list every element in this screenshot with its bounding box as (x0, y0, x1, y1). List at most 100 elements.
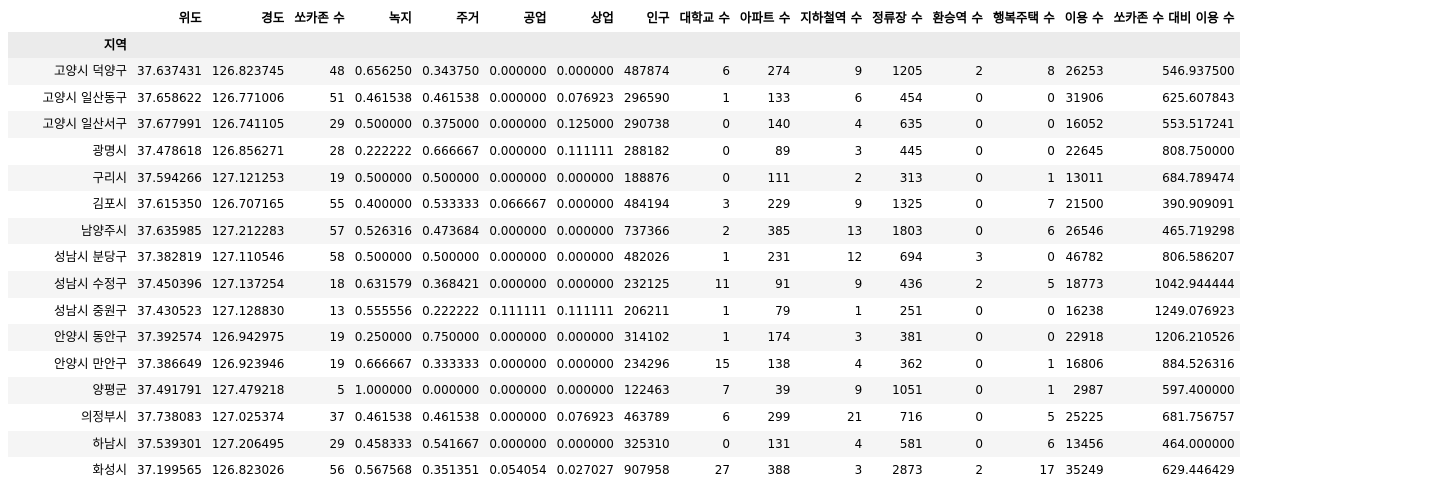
table-header: 위도 경도 쏘카존 수 녹지 주거 공업 상업 인구 대학교 수 아파트 수 지하철역 수 정류장 수… (8, 5, 1240, 59)
row-label: 성남시 중원구 (54, 302, 127, 318)
table-cell: 26546 (1065, 223, 1104, 238)
dataframe-container: 위도 경도 쏘카존 수 녹지 주거 공업 상업 인구 대학교 수 아파트 수 지하철역 수 정류장 수… (8, 5, 1240, 484)
table-cell: 385 (767, 223, 791, 238)
table-cell: 1206.210526 (1154, 330, 1235, 345)
table-cell: 13 (846, 223, 863, 238)
table-cell: 314102 (623, 330, 670, 345)
table-cell: 0 (1047, 330, 1055, 345)
index-row-blank-cell (867, 31, 928, 59)
table-cell: 0 (722, 117, 731, 132)
table-cell: 21 (846, 409, 863, 424)
table-cell: 21500 (1065, 197, 1104, 212)
table-cell: 0.666667 (354, 356, 413, 371)
table-cell: 126.823026 (211, 463, 285, 478)
index-row-blank-cell (349, 31, 418, 59)
table-cell: 48 (329, 64, 345, 79)
index-row-blank-cell (417, 31, 485, 59)
table-cell: 1.000000 (354, 383, 413, 398)
table-cell: 11 (714, 276, 731, 291)
table-cell: 0 (975, 223, 983, 238)
table-cell: 9 (854, 383, 863, 398)
row-label: 성남시 수정구 (54, 275, 127, 291)
table-cell: 7 (722, 383, 731, 398)
column-header: 경도 (261, 10, 285, 25)
table-cell: 122463 (623, 383, 670, 398)
table-cell: 0 (1047, 143, 1055, 158)
table-cell: 12 (846, 250, 863, 265)
table-cell: 126.707165 (211, 197, 285, 212)
table-cell: 296590 (623, 90, 670, 105)
table-cell: 0.000000 (556, 276, 614, 291)
table-cell: 0.400000 (354, 197, 413, 212)
table-cell: 37.392574 (137, 330, 202, 345)
table-cell: 1 (722, 250, 731, 265)
table-cell: 325310 (623, 436, 670, 451)
table-cell: 5 (337, 383, 345, 398)
table-cell: 19 (329, 356, 345, 371)
table-cell: 2 (722, 223, 731, 238)
table-cell: 37.615350 (137, 197, 202, 212)
table-cell: 127.212283 (211, 223, 285, 238)
table-cell: 1 (722, 330, 731, 345)
table-cell: 0 (975, 409, 983, 424)
table-cell: 1249.076923 (1154, 303, 1235, 318)
table-cell: 37.677991 (137, 117, 202, 132)
column-header: 행복주택 수 (992, 10, 1055, 25)
table-cell: 3 (854, 143, 863, 158)
table-cell: 0.054054 (489, 463, 547, 478)
table-cell: 464.000000 (1162, 436, 1235, 451)
table-cell: 1 (854, 303, 863, 318)
table-cell: 299 (767, 409, 791, 424)
table-cell: 16052 (1065, 117, 1104, 132)
table-cell: 0.000000 (489, 117, 547, 132)
table-cell: 0 (1047, 303, 1055, 318)
table-cell: 454 (899, 90, 923, 105)
table-cell: 5 (1047, 276, 1055, 291)
table-cell: 0.000000 (556, 356, 614, 371)
table-cell: 37.539301 (137, 436, 202, 451)
table-row: 구리시 37.594266 127.121253 19 0.500000 0.500000… (8, 164, 1240, 192)
table-cell: 484194 (623, 197, 670, 212)
table-cell: 89 (775, 143, 791, 158)
table-cell: 26253 (1065, 64, 1104, 79)
table-cell: 0.066667 (489, 197, 547, 212)
table-cell: 288182 (623, 143, 670, 158)
table-cell: 907958 (623, 463, 670, 478)
index-row-blank-cell (987, 31, 1060, 59)
table-cell: 8 (1047, 64, 1055, 79)
table-cell: 15 (714, 356, 731, 371)
index-row-blank-cell (289, 31, 350, 59)
table-cell: 58 (329, 250, 345, 265)
table-cell: 79 (775, 303, 791, 318)
table-cell: 2 (975, 463, 983, 478)
table-cell: 694 (899, 250, 923, 265)
table-cell: 0.541667 (422, 436, 480, 451)
table-cell: 37.478618 (137, 143, 202, 158)
table-cell: 0.461538 (354, 409, 413, 424)
table-cell: 19 (329, 330, 345, 345)
table-cell: 0.222222 (354, 143, 413, 158)
column-header-row: 위도 경도 쏘카존 수 녹지 주거 공업 상업 인구 대학교 수 아파트 수 지하철역 수 정류장 수… (8, 5, 1240, 32)
table-cell: 2 (975, 276, 983, 291)
table-cell: 39 (775, 383, 791, 398)
table-cell: 0.500000 (422, 250, 480, 265)
table-cell: 9 (854, 64, 863, 79)
table-cell: 1 (722, 90, 731, 105)
table-cell: 0.000000 (422, 383, 480, 398)
table-row: 화성시 37.199565 126.823026 56 0.567568 0.351351… (8, 457, 1240, 484)
table-cell: 6 (722, 64, 731, 79)
table-cell: 37.637431 (137, 64, 202, 79)
table-cell: 0 (722, 170, 731, 185)
row-label: 의정부시 (80, 408, 127, 424)
table-cell: 1 (1047, 383, 1055, 398)
table-cell: 0.111111 (556, 303, 614, 318)
table-cell: 0 (1047, 117, 1055, 132)
table-cell: 232125 (623, 276, 670, 291)
table-cell: 0.250000 (354, 330, 413, 345)
table-cell: 1205 (892, 64, 923, 79)
table-cell: 0 (975, 303, 983, 318)
index-row-blank-cell (618, 31, 675, 59)
table-cell: 31906 (1065, 90, 1104, 105)
table-cell: 3 (854, 463, 863, 478)
row-label: 고양시 일산동구 (42, 89, 127, 105)
